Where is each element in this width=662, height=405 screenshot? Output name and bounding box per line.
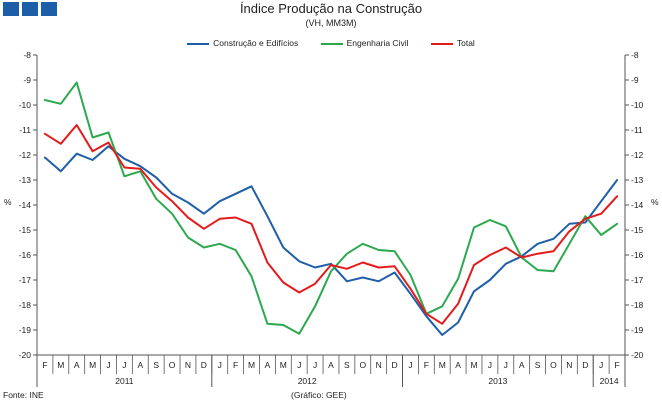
x-tick-label: O — [550, 360, 557, 370]
legend-item-total: Total — [430, 37, 475, 48]
y-tick-label-right: -15 — [631, 225, 644, 235]
y-tick-label-right: -10 — [631, 100, 644, 110]
x-tick-label: M — [89, 360, 96, 370]
credit-note: (Gráfico: GEE) — [291, 390, 347, 400]
legend-swatch-engenharia — [320, 42, 343, 45]
legend-label-total: Total — [456, 37, 475, 48]
y-tick-label-right: -8 — [631, 50, 639, 60]
x-tick-label: S — [153, 360, 159, 370]
x-tick-label: A — [519, 360, 525, 370]
y-tick-label-left: -9 — [23, 75, 31, 85]
legend-swatch-construcao — [187, 42, 210, 45]
y-tick-label-right: -14 — [631, 200, 644, 210]
x-tick-label: J — [297, 360, 301, 370]
x-tick-label: J — [408, 360, 412, 370]
x-tick-label: J — [313, 360, 317, 370]
year-label: 2012 — [298, 376, 317, 386]
x-tick-label: J — [599, 360, 603, 370]
year-label: 2014 — [600, 376, 619, 386]
logo-block-3 — [41, 2, 57, 16]
x-tick-label: N — [566, 360, 572, 370]
chart-legend: Construção e Edifícios Engenharia Civil … — [0, 37, 662, 48]
series-line-1 — [43, 81, 619, 335]
y-tick-label-left: -11 — [19, 125, 31, 135]
y-tick-label-right: -16 — [631, 250, 644, 260]
x-tick-label: A — [74, 360, 80, 370]
x-tick-label: M — [57, 360, 64, 370]
x-tick-label: O — [169, 360, 176, 370]
y-tick-label-left: -8 — [23, 50, 31, 60]
source-note: Fonte: INE — [3, 390, 44, 400]
y-tick-label-left: -17 — [19, 275, 32, 285]
year-label: 2011 — [115, 376, 134, 386]
x-tick-label: F — [614, 360, 619, 370]
y-tick-label-left: -18 — [19, 300, 32, 310]
x-tick-label: F — [233, 360, 238, 370]
legend-swatch-total — [430, 42, 453, 45]
y-tick-label-left: -14 — [19, 200, 32, 210]
year-label: 2013 — [488, 376, 507, 386]
x-tick-label: S — [535, 360, 541, 370]
y-tick-label-right: -20 — [631, 350, 644, 360]
x-tick-label: A — [265, 360, 271, 370]
y-tick-label-left: -16 — [19, 250, 32, 260]
y-tick-label-right: -19 — [631, 325, 644, 335]
x-tick-label: M — [470, 360, 477, 370]
y-axis-label-left: % — [4, 197, 12, 207]
y-tick-label-left: -15 — [19, 225, 32, 235]
x-tick-label: J — [218, 360, 222, 370]
legend-item-engenharia: Engenharia Civil — [320, 37, 409, 48]
y-tick-label-left: -19 — [19, 325, 32, 335]
legend-item-construcao: Construção e Edifícios — [187, 38, 298, 48]
y-tick-label-right: -9 — [631, 75, 639, 85]
series-line-2 — [43, 124, 619, 325]
x-tick-label: F — [424, 360, 429, 370]
y-tick-label-left: -10 — [19, 100, 32, 110]
x-tick-label: D — [391, 360, 397, 370]
y-tick-label-left: -13 — [19, 175, 32, 185]
y-tick-label-left: -12 — [19, 150, 32, 160]
x-tick-label: J — [106, 360, 110, 370]
x-tick-label: A — [455, 360, 461, 370]
y-tick-label-right: -13 — [631, 175, 644, 185]
x-tick-label: M — [439, 360, 446, 370]
y-tick-label-right: -12 — [631, 150, 644, 160]
y-tick-label-right: -17 — [631, 275, 644, 285]
x-tick-label: F — [42, 360, 47, 370]
logo-block-2 — [22, 2, 38, 16]
x-tick-label: D — [582, 360, 588, 370]
x-tick-label: J — [122, 360, 126, 370]
x-tick-label: N — [185, 360, 191, 370]
y-tick-label-left: -20 — [19, 350, 32, 360]
y-tick-label-right: -11 — [631, 125, 643, 135]
y-axis-label-right: % — [651, 197, 659, 207]
x-tick-label: M — [280, 360, 287, 370]
legend-label-construcao: Construção e Edifícios — [213, 37, 299, 48]
x-tick-label: J — [488, 360, 492, 370]
x-tick-label: J — [504, 360, 508, 370]
x-tick-label: S — [344, 360, 350, 370]
logo-block-1 — [3, 2, 19, 16]
x-tick-label: A — [328, 360, 334, 370]
chart-subtitle: (VH, MM3M) — [305, 18, 357, 28]
x-tick-label: A — [137, 360, 143, 370]
chart-title: Índice Produção na Construção — [239, 1, 423, 16]
x-tick-label: O — [359, 360, 366, 370]
x-tick-label: M — [248, 360, 255, 370]
x-tick-label: D — [201, 360, 207, 370]
legend-label-engenharia: Engenharia Civil — [346, 37, 409, 48]
y-tick-label-right: -18 — [631, 300, 644, 310]
x-tick-label: N — [376, 360, 382, 370]
